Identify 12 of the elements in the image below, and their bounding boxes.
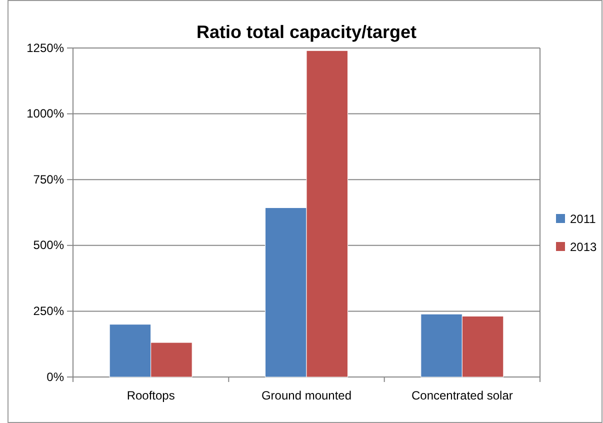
y-tick-label: 1000% (26, 106, 64, 121)
legend-label: 2013 (570, 240, 598, 254)
x-tick-label: Concentrated solar (411, 388, 513, 403)
y-tick-label: 1250% (26, 40, 64, 55)
x-tick-label: Rooftops (126, 388, 175, 403)
chart-title: Ratio total capacity/target (196, 22, 417, 42)
y-tick-label: 250% (33, 304, 64, 318)
y-tick-label: 750% (33, 172, 64, 186)
legend-label: 2011 (570, 212, 596, 226)
y-tick-label: 500% (33, 238, 64, 252)
y-tick-label: 0% (46, 370, 64, 384)
x-tick-label: Ground mounted (261, 388, 352, 403)
